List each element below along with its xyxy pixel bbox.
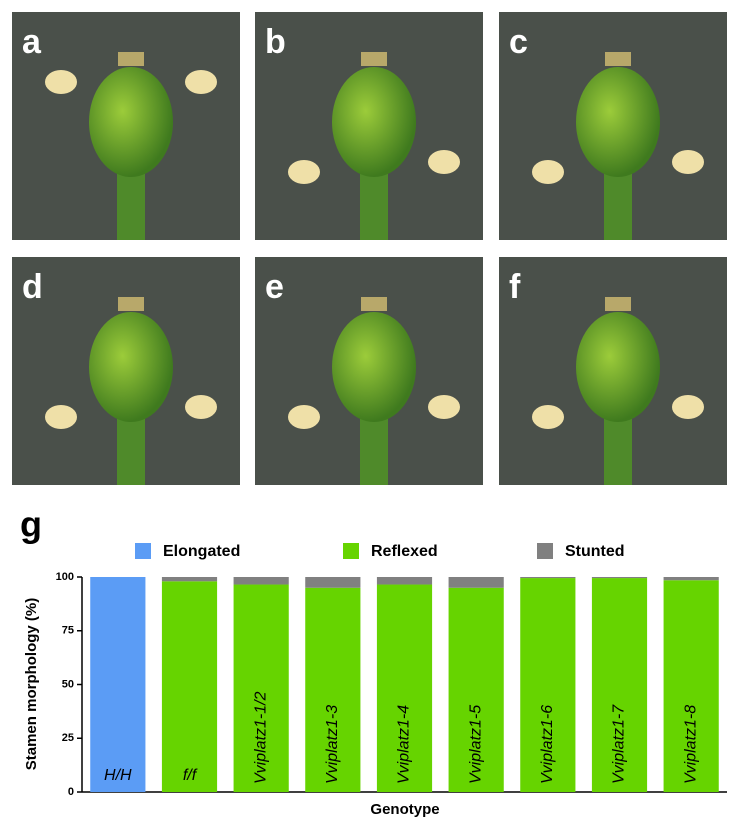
- panel-label: c: [509, 23, 528, 61]
- bar-segment: [233, 577, 289, 585]
- ovary: [332, 312, 416, 422]
- category-label: H/H: [104, 767, 132, 784]
- category-label: Vviplatz1-7: [611, 704, 628, 784]
- stigma: [605, 52, 631, 66]
- stigma: [118, 52, 144, 66]
- legend-label: Elongated: [163, 543, 240, 560]
- anther: [532, 405, 564, 429]
- anther: [532, 160, 564, 184]
- panel-label: f: [509, 268, 521, 306]
- bar-segment: [520, 578, 576, 792]
- bar-segment: [305, 577, 361, 588]
- bar-segment: [520, 577, 576, 579]
- bar-segment: [161, 581, 218, 792]
- legend-swatch: [135, 543, 151, 559]
- y-tick-label: 0: [68, 786, 74, 798]
- photo-panels: a b c d e f: [12, 12, 727, 485]
- anther: [672, 150, 704, 174]
- bar-segment: [161, 577, 218, 582]
- anther: [428, 395, 460, 419]
- stigma: [361, 52, 387, 66]
- bar-segment: [591, 577, 648, 579]
- legend-label: Stunted: [565, 543, 625, 560]
- anther: [185, 395, 217, 419]
- bar-segment: [448, 577, 504, 588]
- bar-segment: [90, 577, 146, 792]
- legend-label: Reflexed: [371, 543, 438, 560]
- y-tick-label: 100: [56, 571, 74, 583]
- stigma: [361, 297, 387, 311]
- bar-segment: [663, 577, 719, 581]
- bar-segment: [376, 577, 433, 585]
- y-axis-label: Stamen morphology (%): [23, 598, 40, 771]
- anther: [672, 395, 704, 419]
- anther: [185, 70, 217, 94]
- category-label: Vviplatz1-5: [467, 705, 484, 784]
- anther: [288, 405, 320, 429]
- bar-segment: [376, 584, 433, 792]
- category-label: f/f: [183, 767, 198, 784]
- ovary: [576, 312, 660, 422]
- anther: [288, 160, 320, 184]
- legend-swatch: [343, 543, 359, 559]
- legend-swatch: [537, 543, 553, 559]
- stigma: [118, 297, 144, 311]
- ovary: [576, 67, 660, 177]
- panel-label: e: [265, 268, 284, 306]
- stigma: [605, 297, 631, 311]
- category-label: Vviplatz1-8: [682, 705, 699, 784]
- panel-label: b: [265, 23, 286, 61]
- panel-label: g: [20, 504, 42, 545]
- ovary: [89, 312, 173, 422]
- x-axis-label: Genotype: [370, 801, 439, 818]
- bar-segment: [448, 587, 504, 792]
- bar-segment: [663, 580, 719, 792]
- bar-segment: [591, 578, 648, 792]
- ovary: [332, 67, 416, 177]
- panel-label: d: [22, 268, 43, 306]
- panel-label: a: [22, 23, 42, 61]
- bar-segment: [305, 587, 361, 792]
- category-label: Vviplatz1-3: [324, 705, 341, 784]
- category-label: Vviplatz1-1/2: [252, 691, 269, 784]
- anther: [428, 150, 460, 174]
- y-tick-label: 75: [62, 625, 74, 637]
- anther: [45, 70, 77, 94]
- y-tick-label: 25: [62, 732, 74, 744]
- anther: [45, 405, 77, 429]
- category-label: Vviplatz1-4: [396, 705, 413, 784]
- bar-segment: [233, 584, 289, 792]
- y-tick-label: 50: [62, 678, 74, 690]
- ovary: [89, 67, 173, 177]
- category-label: Vviplatz1-6: [539, 705, 556, 784]
